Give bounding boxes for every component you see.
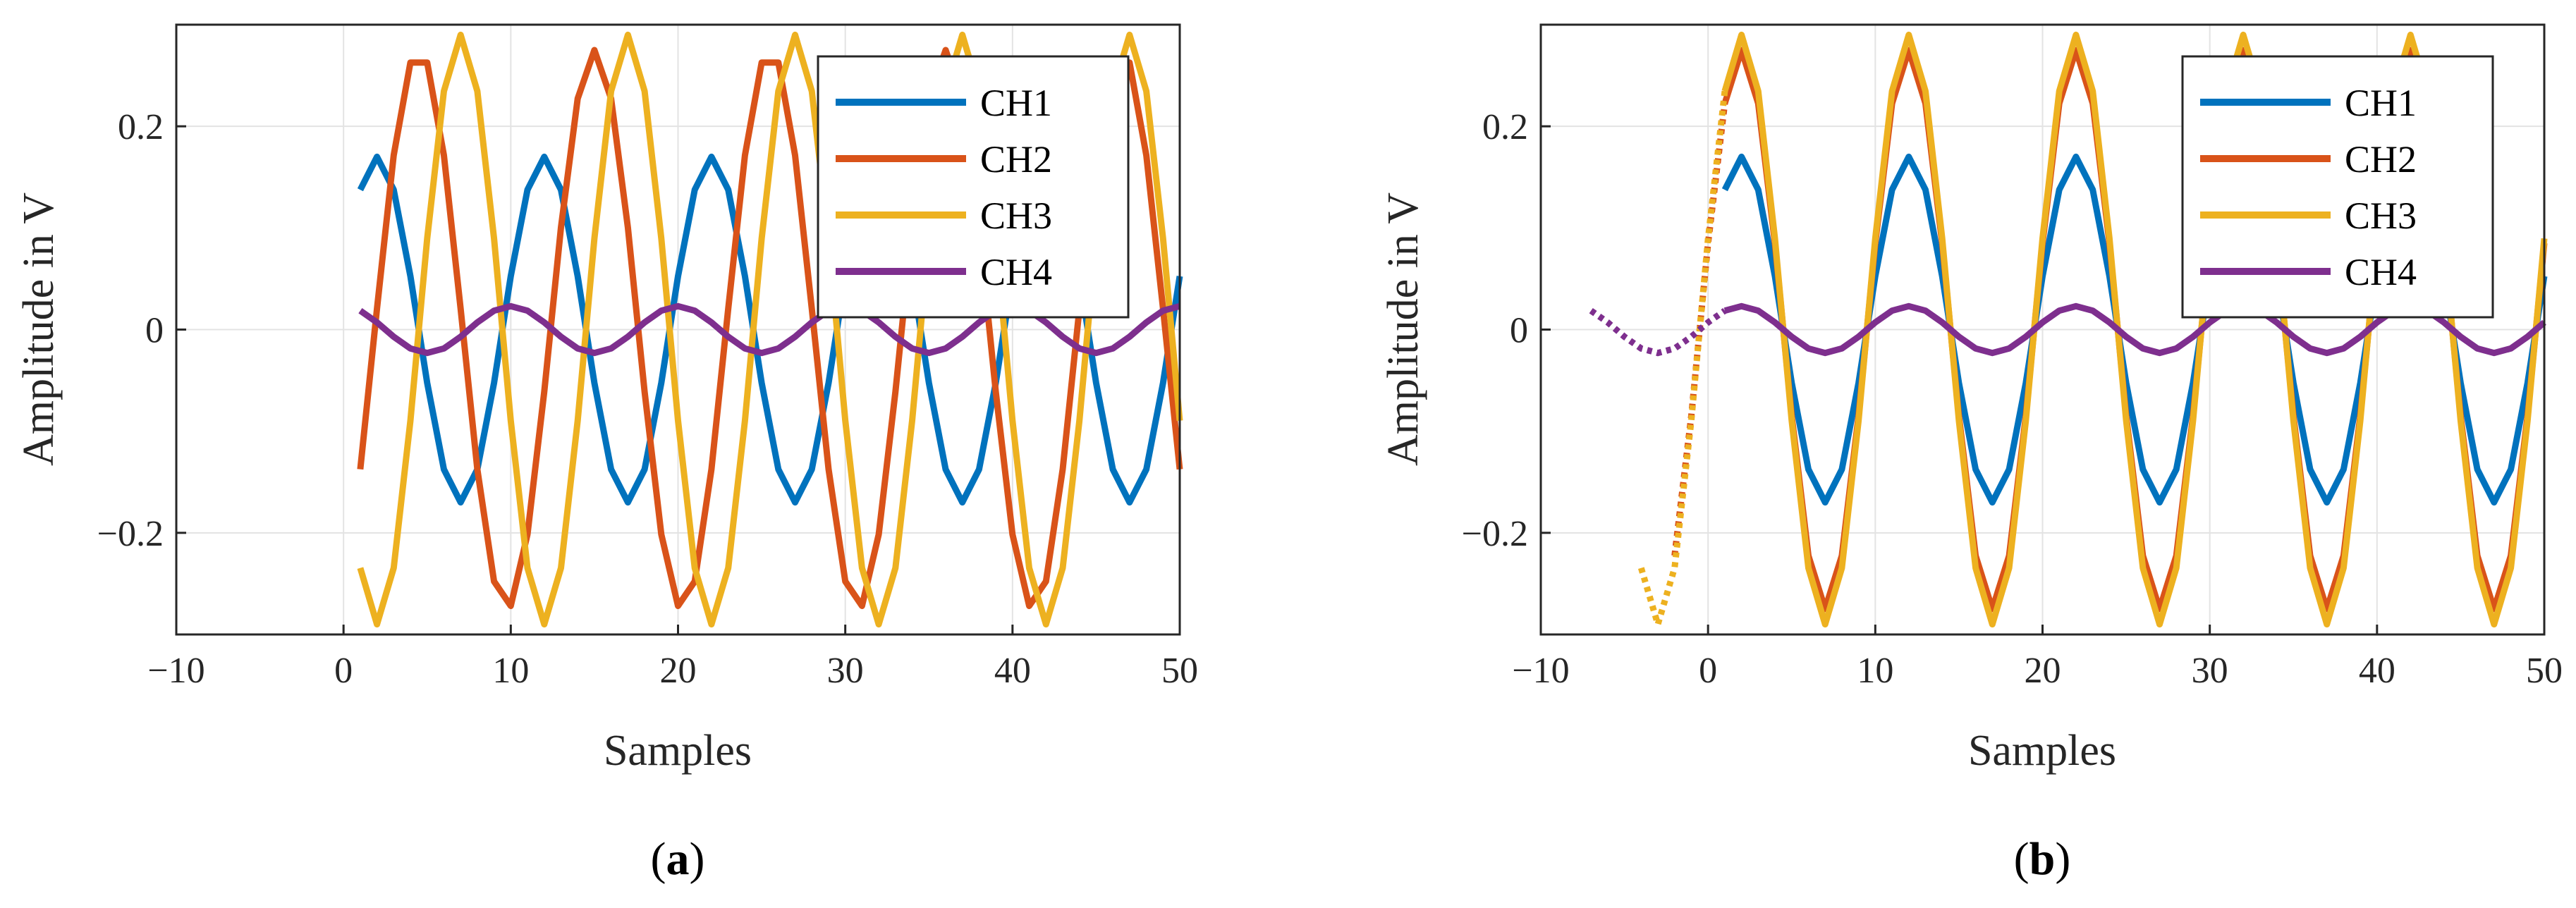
legend-label-ch4-a: CH4 [980,251,1052,293]
x-tick-label: 10 [492,651,529,691]
y-tick-label: 0.2 [118,107,164,147]
x-tick-label: 0 [334,651,353,691]
legend-label-ch2-b: CH2 [2345,138,2417,180]
legend-label-ch1-b: CH1 [2345,82,2417,124]
series-ch3-line [1721,31,2548,628]
legend-label-ch3-b: CH3 [2345,195,2417,237]
y-tick-label: −0.2 [1462,514,1528,554]
x-tick-label: 10 [1857,651,1893,691]
x-axis-label-a: Samples [604,727,752,775]
x-tick-label: 0 [1699,651,1717,691]
series-ch4-line [358,302,1181,357]
x-tick-label: 20 [660,651,697,691]
x-tick-label: −10 [1512,651,1569,691]
series-ch4-dotted-line [1589,308,1727,357]
x-tick-label: 50 [1161,651,1198,691]
series-ch2-line [357,47,1183,609]
y-tick-label: 0 [1510,311,1528,351]
y-tick-label: −0.2 [97,514,164,554]
x-tick-label: −10 [147,651,205,691]
legend-label-ch3-a: CH3 [980,195,1052,237]
legend-box-b [2181,55,2494,319]
x-tick-label: 30 [2192,651,2228,691]
legend-a: CH1 CH2 CH3 CH4 [817,55,1130,319]
legend-label-ch2-a: CH2 [980,138,1052,180]
x-tick-label: 50 [2526,651,2563,691]
caption-b: (b) [2014,833,2071,885]
legend-box-a [817,55,1130,319]
y-axis-label-a: Amplitude in V [15,192,63,466]
legend-b: CH1 CH2 CH3 CH4 [2181,55,2494,319]
y-tick-label: 0 [145,311,164,351]
ticks-a: −10 0 10 20 30 40 50 −0.2 0 0.2 [97,107,1198,691]
x-axis-label-b: Samples [1968,727,2116,775]
y-tick-label: 0.2 [1482,107,1528,147]
series-a [357,31,1183,628]
caption-a: (a) [651,833,705,885]
legend-label-ch4-b: CH4 [2345,251,2417,293]
series-ch3-line [357,31,1183,628]
legend-label-ch1-a: CH1 [980,82,1052,124]
x-tick-label: 40 [994,651,1031,691]
chart-panel-b: −10 0 10 20 30 40 50 −0.2 0 0.2 Samples Amplitude… [1379,23,2563,885]
ticks-b: −10 0 10 20 30 40 50 −0.2 0 0.2 [1462,107,2563,691]
x-tick-label: 40 [2359,651,2395,691]
x-tick-label: 20 [2025,651,2061,691]
x-tick-label: 30 [827,651,864,691]
series-ch3-dotted-line [1637,90,1728,636]
y-axis-label-b: Amplitude in V [1379,192,1427,466]
chart-panel-a: −10 0 10 20 30 40 50 −0.2 0 0.2 Samples Amplitude… [15,23,1198,885]
